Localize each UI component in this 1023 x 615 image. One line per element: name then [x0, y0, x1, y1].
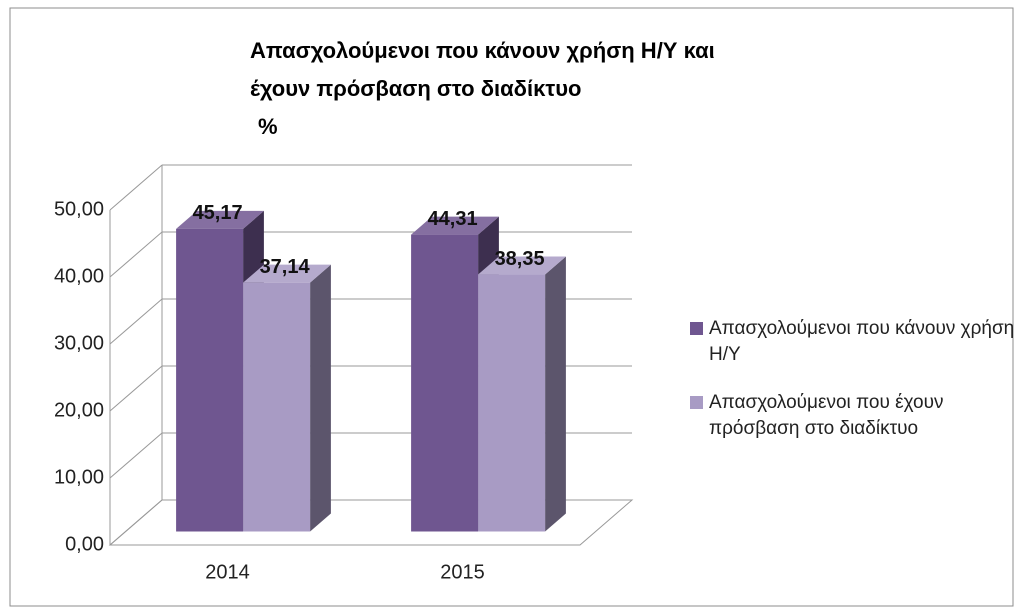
data-label: 45,17	[193, 202, 243, 224]
y-tick-label: 0,00	[65, 533, 104, 555]
y-tick-label: 40,00	[54, 265, 104, 287]
legend-swatch	[690, 322, 703, 335]
side-grid-line	[109, 365, 163, 412]
bar-side	[310, 264, 331, 532]
chart-title: Απασχολούμενοι που κάνουν χρήση Η/Υ και	[250, 38, 715, 63]
side-grid-line	[109, 298, 163, 345]
chart-title: έχουν πρόσβαση στο διαδίκτυο	[250, 76, 581, 101]
side-grid-line	[109, 164, 163, 211]
side-grid-line	[109, 499, 163, 546]
legend-label: Απασχολούμενοι που έχουν πρόσβαση στο δι…	[709, 392, 944, 439]
y-tick-label: 20,00	[54, 399, 104, 421]
bar-side	[545, 256, 566, 532]
legend-item: Απασχολούμενοι που έχουν πρόσβαση στο δι…	[690, 390, 1020, 442]
x-tick-label: 2015	[440, 561, 485, 583]
bar	[411, 234, 479, 532]
bar-top	[478, 256, 566, 275]
bar	[478, 274, 546, 532]
bar-top	[176, 210, 264, 229]
side-grid-line	[109, 231, 163, 278]
data-label: 37,14	[260, 256, 311, 278]
bar	[176, 228, 244, 532]
side-grid-line	[109, 432, 163, 479]
data-label: 38,35	[495, 248, 545, 270]
data-label: 44,31	[428, 208, 478, 230]
y-tick-label: 30,00	[54, 332, 104, 354]
chart-title: %	[258, 114, 278, 139]
bar	[243, 282, 311, 532]
x-tick-label: 2014	[205, 561, 250, 583]
legend-swatch	[690, 396, 703, 409]
y-tick-label: 10,00	[54, 466, 104, 488]
bar-top	[243, 264, 331, 283]
legend-item: Απασχολούμενοι που κάνουν χρήση Η/Υ	[690, 316, 1020, 368]
legend-label: Απασχολούμενοι που κάνουν χρήση Η/Υ	[709, 318, 1015, 365]
y-tick-label: 50,00	[54, 198, 104, 220]
bar-top	[411, 216, 499, 235]
